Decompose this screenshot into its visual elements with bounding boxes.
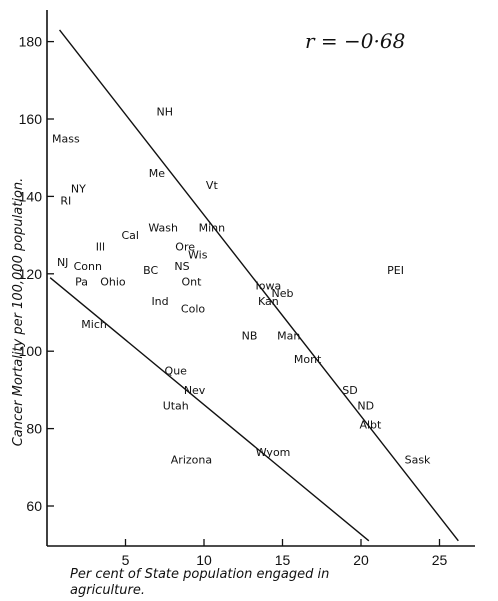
x-tick-label: 15 [275, 552, 291, 568]
point-label-mich: Mich [81, 318, 107, 331]
y-tick-label: 100 [19, 343, 43, 359]
point-label-que: Que [165, 365, 188, 378]
point-label-pei: PEI [387, 264, 404, 277]
point-label-pa: Pa [75, 276, 88, 289]
point-label-sd: SD [342, 384, 357, 397]
point-label-mass: Mass [52, 132, 80, 145]
x-tick-label: 10 [196, 552, 212, 568]
point-label-arizona: Arizona [171, 454, 212, 467]
point-label-wis: Wis [188, 248, 208, 261]
point-label-me: Me [149, 167, 165, 180]
point-label-iowa: Iowa [256, 279, 282, 292]
point-label-nev: Nev [184, 384, 206, 397]
point-label-albt: Albt [359, 419, 382, 432]
point-label-utah: Utah [163, 399, 189, 412]
point-label-nj: NJ [57, 256, 68, 269]
point-label-mont: Mont [294, 353, 322, 366]
x-tick-label: 5 [122, 552, 130, 568]
point-label-nb: NB [242, 330, 258, 343]
point-label-ny: NY [71, 183, 86, 196]
point-label-sask: Sask [405, 454, 431, 467]
point-label-minn: Minn [199, 221, 226, 234]
point-label-ont: Ont [181, 276, 202, 289]
point-label-ri: RI [60, 194, 71, 207]
y-tick-label: 60 [26, 498, 42, 514]
x-tick-label: 20 [353, 552, 369, 568]
axes [46, 10, 475, 547]
point-label-conn: Conn [74, 260, 102, 273]
point-label-man: Man [277, 330, 300, 343]
point-label-kan: Kan [258, 295, 279, 308]
y-tick-label: 160 [19, 111, 43, 127]
point-label-ore: Ore [175, 241, 195, 254]
lower-trend-line [49, 277, 370, 542]
y-tick-label: 140 [19, 188, 43, 204]
y-axis-title: Cancer Mortality per 100,000 population. [11, 178, 26, 447]
point-label-ill: Ill [96, 241, 105, 254]
point-label-ohio: Ohio [100, 276, 126, 289]
correlation-label: r = −0·68 [305, 29, 405, 53]
x-axis-title-line2: agriculture. [70, 583, 145, 598]
x-axis-title-line1: Per cent of State population engaged in [70, 567, 329, 582]
point-label-colo: Colo [181, 303, 205, 316]
y-tick-label: 180 [19, 34, 43, 50]
point-label-nd: ND [357, 399, 374, 412]
y-tick-label: 80 [26, 421, 42, 437]
trend-lines [49, 29, 459, 542]
point-label-ns: NS [174, 260, 189, 273]
point-label-wash: Wash [148, 221, 178, 234]
point-label-nh: NH [157, 105, 174, 118]
point-label-cal: Cal [121, 229, 138, 242]
ticks: 5 10 15 20 25 60 80 100 120 140 160 180 [19, 34, 448, 568]
x-tick-label: 25 [432, 552, 448, 568]
y-tick-label: 120 [19, 266, 43, 282]
point-label-neb: Neb [272, 287, 294, 300]
point-label-bc: BC [143, 264, 158, 277]
point-label-vt: Vt [206, 179, 219, 192]
point-label-wyom: Wyom [256, 446, 291, 459]
point-label-ind: Ind [151, 295, 168, 308]
upper-trend-line [59, 29, 459, 542]
